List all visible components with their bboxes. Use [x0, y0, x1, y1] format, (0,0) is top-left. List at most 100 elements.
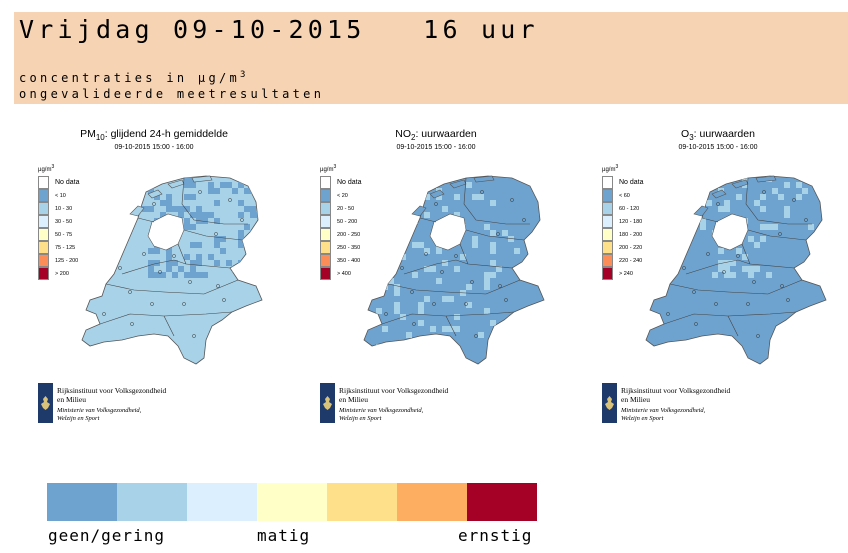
- measurement-station: [118, 266, 122, 270]
- measurement-station: [510, 198, 514, 202]
- measurement-station: [432, 302, 436, 306]
- measurement-station: [714, 302, 718, 306]
- legend-label: < 20: [337, 192, 348, 199]
- legend-swatch: [602, 254, 613, 267]
- pollutant-subscript: 2: [411, 133, 416, 143]
- pollutant-name: NO: [395, 128, 411, 140]
- severity-color-scale: [47, 483, 537, 521]
- legend-swatch: [320, 267, 331, 280]
- legend-unit: µg/m3: [38, 164, 54, 173]
- pollutant-name: O: [681, 128, 690, 140]
- map-province-border: [463, 177, 530, 225]
- map-legend: No data < 20 20 - 50 50 - 200 200 - 250 250 -…: [320, 176, 362, 280]
- legend-swatch: [38, 267, 49, 280]
- legend-label: 200 - 250: [337, 231, 361, 238]
- legend-swatch: [38, 215, 49, 228]
- units-line: concentraties in µg/m3: [19, 70, 246, 85]
- map-island: [191, 175, 213, 183]
- legend-entry: No data: [38, 176, 80, 189]
- legend-swatch: [38, 241, 49, 254]
- map-province-border: [137, 217, 155, 223]
- map-island: [167, 179, 185, 189]
- scale-color-cell: [257, 483, 327, 521]
- legend-swatch: [38, 202, 49, 215]
- map-province-border: [121, 259, 187, 275]
- legend-entry: 50 - 200: [320, 215, 362, 228]
- legend-entry: 120 - 180: [602, 215, 644, 228]
- legend-label: 20 - 50: [337, 205, 355, 212]
- legend-unit-base: µg/m: [602, 167, 616, 173]
- rivm-name: Rijksinstituut voor Volksgezondheid en Mi…: [57, 386, 166, 404]
- legend-swatch: [320, 241, 331, 254]
- legend-label: 200 - 220: [619, 244, 643, 251]
- legend-entry: 75 - 125: [38, 241, 80, 254]
- legend-entry: < 60: [602, 189, 644, 202]
- legend-entry: 30 - 50: [38, 215, 80, 228]
- legend-entry: 180 - 200: [602, 228, 644, 241]
- rivm-name-line2: en Milieu: [57, 395, 86, 404]
- rivm-logo-icon: [602, 383, 617, 423]
- legend-label: 350 - 400: [337, 257, 361, 264]
- measurement-station: [778, 232, 782, 236]
- legend-swatch: [320, 228, 331, 241]
- legend-unit-base: µg/m: [38, 167, 52, 173]
- legend-entry: 350 - 400: [320, 254, 362, 267]
- map-province-border: [727, 315, 739, 337]
- measurement-station: [198, 190, 202, 194]
- legend-entry: No data: [602, 176, 644, 189]
- legend-label: 220 - 240: [619, 257, 643, 264]
- map-province-border: [183, 229, 243, 241]
- map-province-border: [465, 229, 525, 241]
- map-panel-pm10: PM10: glijdend 24-h gemiddelde 09-10-201…: [34, 124, 282, 442]
- legend-unit-exponent: 3: [51, 164, 55, 170]
- measurement-station: [188, 280, 192, 284]
- validation-note: ongevalideerde meetresultaten: [19, 87, 325, 101]
- measurement-station: [736, 254, 740, 258]
- map-island: [411, 205, 427, 217]
- units-exponent: 3: [240, 70, 247, 80]
- measurement-station: [682, 266, 686, 270]
- legend-entry: 125 - 200: [38, 254, 80, 267]
- measurement-station: [746, 302, 750, 306]
- legend-label: 125 - 200: [55, 257, 79, 264]
- map-province-border: [747, 229, 807, 241]
- legend-label: No data: [55, 179, 80, 186]
- legend-unit-exponent: 3: [615, 164, 619, 170]
- map-country-shape: [645, 175, 827, 365]
- scale-color-cell: [47, 483, 117, 521]
- map-province-border: [701, 217, 719, 223]
- ministry-line1: Ministerie van Volksgezondheid,: [57, 407, 142, 414]
- rivm-name: Rijksinstituut voor Volksgezondheid en Mi…: [621, 386, 730, 404]
- pollutant-name: PM: [80, 128, 96, 140]
- measurement-station: [130, 322, 134, 326]
- measurement-station: [102, 312, 106, 316]
- measurement-station: [464, 302, 468, 306]
- legend-label: 50 - 75: [55, 231, 73, 238]
- legend-entry: 220 - 240: [602, 254, 644, 267]
- date-time-title: Vrijdag 09-10-2015 16 uur: [19, 15, 539, 44]
- scale-color-cell: [327, 483, 397, 521]
- measurement-station: [214, 232, 218, 236]
- measurement-station: [722, 270, 726, 274]
- legend-swatch: [38, 176, 49, 189]
- legend-label: 250 - 350: [337, 244, 361, 251]
- ministry-line1: Ministerie van Volksgezondheid,: [621, 407, 706, 414]
- map-island: [731, 179, 749, 189]
- rivm-name-line1: Rijksinstituut voor Volksgezondheid: [621, 386, 731, 395]
- legend-swatch: [38, 228, 49, 241]
- legend-unit-base: µg/m: [320, 167, 334, 173]
- legend-swatch: [320, 215, 331, 228]
- legend-entry: > 400: [320, 267, 362, 280]
- measurement-station: [716, 202, 720, 206]
- ministry-line2: Welzijn en Sport: [57, 415, 100, 422]
- legend-swatch: [320, 202, 331, 215]
- legend-label: No data: [337, 179, 362, 186]
- measurement-station: [384, 312, 388, 316]
- map-province-border: [163, 315, 175, 337]
- map-island: [755, 175, 777, 183]
- map-province-border: [105, 279, 239, 295]
- pollutant-subscript: 10: [95, 133, 105, 143]
- measurement-station: [152, 202, 156, 206]
- measurement-station: [522, 218, 526, 222]
- measurement-station: [128, 290, 132, 294]
